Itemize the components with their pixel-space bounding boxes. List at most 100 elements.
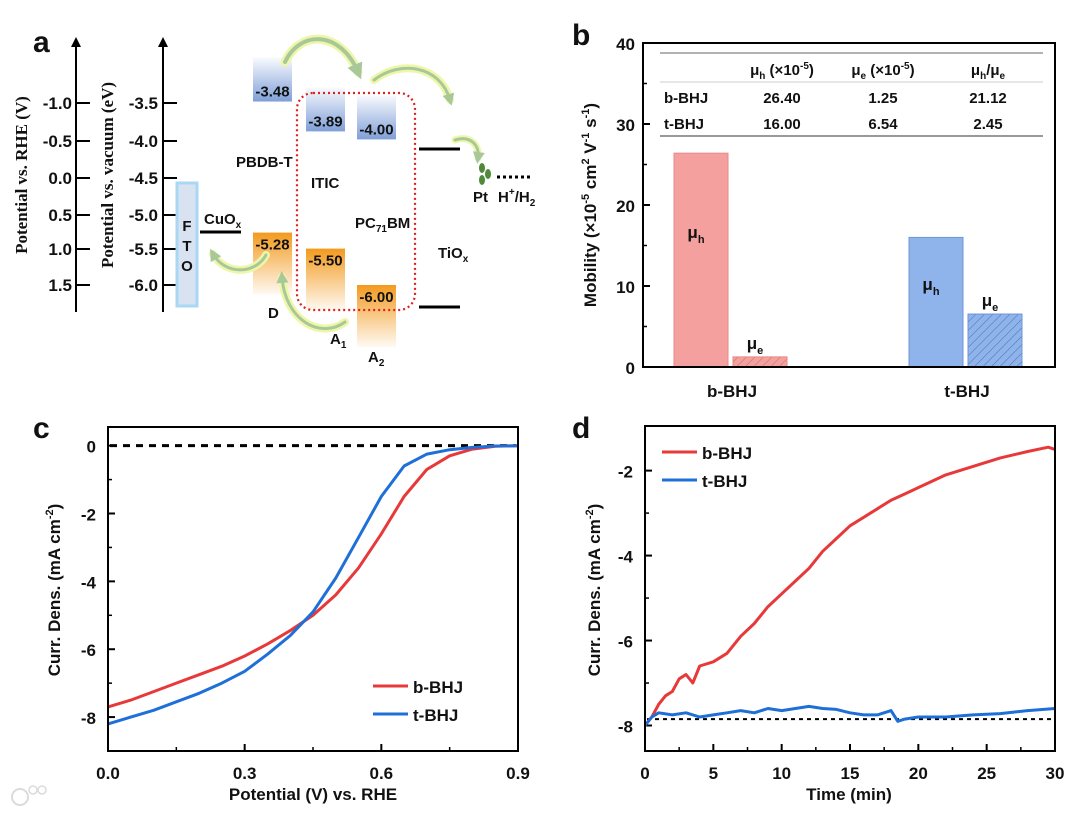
itic-lumo-box xyxy=(306,87,345,132)
bar-label-h: μh xyxy=(687,223,704,246)
rhe-tick-label: 1.0 xyxy=(48,240,72,259)
panel-label-c: c xyxy=(33,412,50,445)
x-category-label: t-BHJ xyxy=(944,382,989,401)
fto-electrode xyxy=(175,181,199,308)
x-tick-label: 0.3 xyxy=(233,764,257,783)
pc71bm-homo-value: -6.00 xyxy=(359,289,393,306)
panel-d: d 0 5 10 15 20 25 30 -2 -4 -6 -8 b-BHJ t-BHJ Curr. D… xyxy=(572,412,1064,804)
x-tick-label: 15 xyxy=(841,764,860,783)
table-header: μe (×10-5) xyxy=(851,61,914,82)
y-tick-label: 40 xyxy=(616,35,635,54)
rhe-axis-label: Potential vs. RHE (V) xyxy=(12,96,31,254)
table-row: b-BHJ 26.40 1.25 21.12 xyxy=(664,90,1007,107)
rhe-tick-label: -0.5 xyxy=(43,132,72,151)
vacuum-tick-label: -5.0 xyxy=(129,206,158,225)
panel-d-ylabel: Curr. Dens. (mA cm-2) xyxy=(584,504,604,677)
y-tick-label: -6 xyxy=(618,633,633,652)
panel-a-ticks: -1.0 -0.5 0.0 0.5 1.0 1.5 -3.5 -4.0 -4.5 -5.0 -5.5… xyxy=(43,94,177,295)
panel-d-xlabel: Time (min) xyxy=(806,785,892,804)
itic-lumo-value: -3.89 xyxy=(308,113,342,130)
mobility-bar-chart: 0 10 20 30 40 μh μe b-BHJ μh μe t-BHJ xyxy=(616,35,1056,401)
table-row-label: b-BHJ xyxy=(664,90,708,107)
panel-a: a -1.0 -0.5 0.0 0.5 1.0 1.5 -3.5 -4.0 -4.5 -5.0 -5… xyxy=(12,26,536,369)
table-cell: 26.40 xyxy=(763,90,801,107)
panel-label-b: b xyxy=(572,19,590,52)
hole-transfer-arrow xyxy=(276,271,347,331)
rhe-tick-label: 0.5 xyxy=(48,206,72,225)
legend-label-t-BHJ: t-BHJ xyxy=(413,706,458,725)
panel-b: b 0 10 20 30 40 μh μe b-BHJ μh μe t-BHJ Mobility (… xyxy=(572,19,1056,401)
table-cell: 16.00 xyxy=(763,116,801,133)
table-header: μh (×10-5) xyxy=(750,61,814,82)
mobility-table: μh (×10-5) μe (×10-5) μh/μe b-BHJ 26.40 … xyxy=(660,52,1043,137)
fto-letter: F xyxy=(182,218,191,235)
itic-label: ITIC xyxy=(311,175,339,192)
vacuum-tick-label: -6.0 xyxy=(129,276,158,295)
cuox-label: CuOx xyxy=(204,211,242,231)
table-cell: 2.45 xyxy=(973,116,1002,133)
rhe-tick-label: 1.5 xyxy=(48,276,72,295)
y-tick-label: -2 xyxy=(81,506,96,525)
panel-b-ylabel: Mobility (×10-5 cm2 V-1 s-1) xyxy=(580,103,600,307)
y-tick-label: -2 xyxy=(618,463,633,482)
h-couple-label: H+/H2 xyxy=(498,187,536,209)
bar-b-BHJ-h xyxy=(673,152,729,368)
y-tick-label: 20 xyxy=(616,197,635,216)
bar-label-e: μe xyxy=(982,291,999,314)
electron-transfer-arrow xyxy=(283,37,363,80)
watermark-logo xyxy=(11,785,47,806)
fto-letter: T xyxy=(182,238,191,255)
pc71bm-label: PC71BM xyxy=(355,215,410,235)
energy-level-boxes: -3.48 -5.28 -3.89 -5.50 -4.00 -6.00 xyxy=(253,57,396,347)
pbdbt-homo-value: -5.28 xyxy=(255,237,289,254)
x-tick-label: 30 xyxy=(1046,764,1065,783)
vacuum-tick-label: -4.5 xyxy=(129,169,158,188)
table-cell: 1.25 xyxy=(868,90,897,107)
x-tick-label: 5 xyxy=(709,764,718,783)
vacuum-axis-label: Potential vs. vacuum (eV) xyxy=(98,82,117,268)
vacuum-tick-label: -5.5 xyxy=(129,240,158,259)
acceptor2-label: A2 xyxy=(368,349,385,369)
rhe-tick-label: 0.0 xyxy=(48,169,72,188)
table-cell: 21.12 xyxy=(969,90,1007,107)
x-tick-label: 0.0 xyxy=(96,764,120,783)
x-tick-label: 0 xyxy=(640,764,649,783)
bar-b-BHJ-e xyxy=(732,356,788,368)
donor-label: D xyxy=(268,305,279,322)
pbdbt-lumo-value: -3.48 xyxy=(255,84,289,101)
panel-c: c 0.0 0.3 0.6 0.9 0 -2 -4 -6 -8 b-BHJ t-BHJ Curr. … xyxy=(33,412,530,804)
electron-transfer-arrow xyxy=(453,137,485,164)
y-tick-label: -8 xyxy=(81,709,96,728)
panel-c-ylabel: Curr. Dens. (mA cm-2) xyxy=(44,504,64,677)
series-line-t-BHJ xyxy=(643,704,1056,727)
pc71bm-lumo-value: -4.00 xyxy=(359,121,393,138)
vacuum-tick-label: -3.5 xyxy=(129,94,158,113)
legend-label-b-BHJ: b-BHJ xyxy=(702,444,752,463)
hole-transfer-arrow xyxy=(210,248,268,272)
bar-label-e: μe xyxy=(747,334,764,357)
y-tick-label: 0 xyxy=(626,359,635,378)
legend-label-t-BHJ: t-BHJ xyxy=(702,472,747,491)
y-tick-label: -6 xyxy=(81,641,96,660)
legend-label-b-BHJ: b-BHJ xyxy=(413,678,463,697)
panel-label-a: a xyxy=(33,26,50,59)
tiox-label: TiOx xyxy=(438,245,469,265)
y-tick-label: 0 xyxy=(87,438,96,457)
panel-c-xlabel: Potential (V) vs. RHE xyxy=(229,785,397,804)
x-tick-label: 0.9 xyxy=(506,764,530,783)
y-tick-label: 30 xyxy=(616,116,635,135)
x-tick-label: 25 xyxy=(977,764,996,783)
table-cell: 6.54 xyxy=(868,116,898,133)
bar-t-BHJ-h xyxy=(908,236,964,368)
series-line-t-BHJ xyxy=(107,444,519,726)
y-tick-label: 10 xyxy=(616,278,635,297)
plot-frame xyxy=(107,426,519,752)
lsv-line-chart: 0.0 0.3 0.6 0.9 0 -2 -4 -6 -8 b-BHJ t-BHJ xyxy=(81,426,530,783)
series-line-b-BHJ xyxy=(643,445,1056,727)
plot-frame xyxy=(642,42,1056,368)
itic-homo-box xyxy=(306,248,345,311)
x-category-label: b-BHJ xyxy=(707,382,757,401)
x-tick-label: 20 xyxy=(909,764,928,783)
pbdbt-label: PBDB-T xyxy=(236,154,293,171)
